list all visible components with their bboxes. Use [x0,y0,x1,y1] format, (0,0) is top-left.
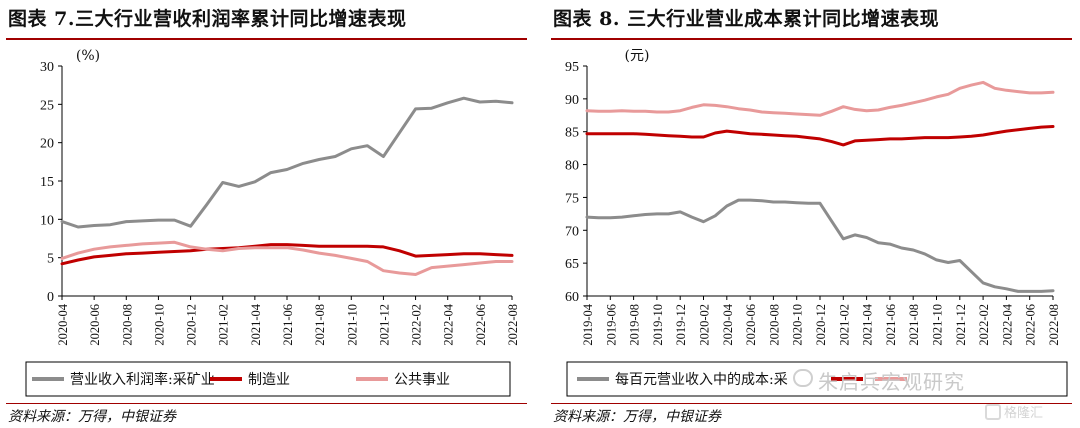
right-bottom-rule [551,403,1072,404]
x-tick-label: 2020-02 [698,304,712,346]
y-tick-label: 65 [565,257,579,272]
legend-label-1: 每百元营业收入中的成本:采 [615,372,788,388]
x-tick-label: 2020-10 [791,304,805,346]
x-tick-label: 2020-12 [814,304,828,346]
x-tick-label: 2020-08 [767,304,781,346]
left-chart-panel: 图表 7.三大行业营收利润率累计同比增速表现 0 5 10 15 20 25 30 (%) 20… [0,0,535,428]
x-tick-label: 2022-08 [1047,304,1061,346]
x-tick-label: 2019-12 [674,304,688,346]
series-line-2 [60,243,514,266]
wechat-icon [793,369,813,387]
series-line-3 [585,80,1055,117]
x-tick-label: 2021-04 [861,303,875,345]
x-tick-label: 2022-04 [1000,303,1014,345]
right-chart-title: 图表 8. 三大行业营业成本累计同比增速表现 [553,8,940,30]
x-tick-label: 2021-12 [954,304,968,346]
gelonghui-logo-text: 格隆汇 [1004,406,1044,421]
x-tick-label: 2020-06 [744,304,758,346]
x-tick-label: 2022-06 [1024,304,1038,346]
y-tick-label: 85 [565,126,579,141]
y-tick-label: 10 [40,213,54,228]
x-tick-label: 2022-02 [977,304,991,346]
x-tick-label: 2021-04 [249,303,263,345]
series-line-1 [60,96,514,229]
unit-label: (元) [625,48,650,64]
y-tick-label: 60 [565,290,579,305]
unit-label: (%) [76,48,100,64]
x-tick-label: 2020-04 [56,303,70,345]
x-tick-label: 2020-12 [185,304,199,346]
y-tick-label: 95 [565,60,579,75]
x-tick-label: 2019-06 [604,304,618,346]
x-tick-label: 2022-06 [474,304,488,346]
series-line-2 [585,125,1055,147]
legend-box [25,361,511,397]
y-tick-label: 75 [565,191,579,206]
legend-label-3: 公共事业 [394,372,450,388]
series-line-3 [60,240,514,276]
legend-label-2: 制造业 [248,372,290,388]
x-tick-label: 2021-02 [837,304,851,346]
x-tick-label: 2021-10 [345,304,359,346]
gelonghui-logo-icon [985,404,1001,420]
legend-box [566,361,1068,397]
y-tick-label: 20 [40,137,54,152]
x-tick-label: 2021-12 [377,304,391,346]
x-tick-label: 2021-10 [931,304,945,346]
watermark-text: 朱启兵宏观研究 [818,370,965,394]
x-tick-label: 2022-04 [442,303,456,345]
x-tick-label: 2020-04 [721,303,735,345]
legend-label-1: 营业收入利润率:采矿业 [70,371,215,388]
x-tick-label: 2021-06 [281,304,295,346]
y-tick-label: 80 [565,159,579,174]
y-tick-label: 25 [40,98,54,113]
left-line-chart: 0 5 10 15 20 25 30 (%) 2020-04 2020-06 2020-08 2020… [25,48,520,397]
x-tick-label: 2021-08 [907,304,921,346]
x-tick-label: 2020-06 [88,304,102,346]
x-tick-label: 2020-08 [120,304,134,346]
left-source-note: 资料来源：万得，中银证券 [8,409,176,425]
y-tick-label: 90 [565,93,579,108]
x-tick-label: 2019-04 [581,303,595,345]
x-tick-label: 2021-02 [217,304,231,346]
x-tick-label: 2022-08 [506,304,520,346]
right-chart-panel: 图表 8. 三大行业营业成本累计同比增速表现 60 65 70 75 80 85 90 95 (… [545,0,1080,428]
right-line-chart: 60 65 70 75 80 85 90 95 (元) 2019-04 2019-06 2019-08… [565,48,1068,397]
x-tick-label: 2021-06 [884,304,898,346]
x-tick-label: 2021-08 [313,304,327,346]
x-tick-label: 2019-10 [651,304,665,346]
left-chart-title: 图表 7.三大行业营收利润率累计同比增速表现 [8,8,407,30]
series-line-1 [585,198,1055,293]
left-bottom-rule [6,403,527,404]
x-tick-label: 2022-02 [410,304,424,346]
y-tick-label: 0 [47,290,54,305]
left-title-rule [6,38,527,40]
y-tick-label: 5 [47,252,54,267]
right-title-rule [551,38,1072,40]
right-source-note: 资料来源：万得，中银证券 [553,409,721,425]
y-tick-label: 15 [40,175,54,190]
x-tick-label: 2020-10 [152,304,166,346]
y-tick-label: 70 [565,224,579,239]
y-tick-label: 30 [40,60,54,75]
x-tick-label: 2019-08 [628,304,642,346]
